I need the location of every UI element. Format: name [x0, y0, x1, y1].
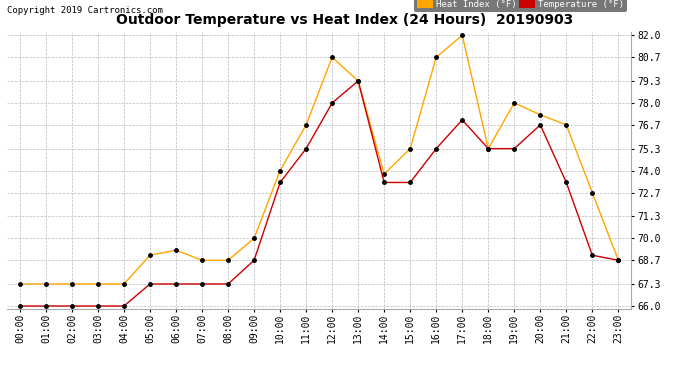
Text: Outdoor Temperature vs Heat Index (24 Hours)  20190903: Outdoor Temperature vs Heat Index (24 Ho… — [117, 13, 573, 27]
Legend: Heat Index (°F), Temperature (°F): Heat Index (°F), Temperature (°F) — [414, 0, 627, 12]
Text: Copyright 2019 Cartronics.com: Copyright 2019 Cartronics.com — [7, 6, 163, 15]
